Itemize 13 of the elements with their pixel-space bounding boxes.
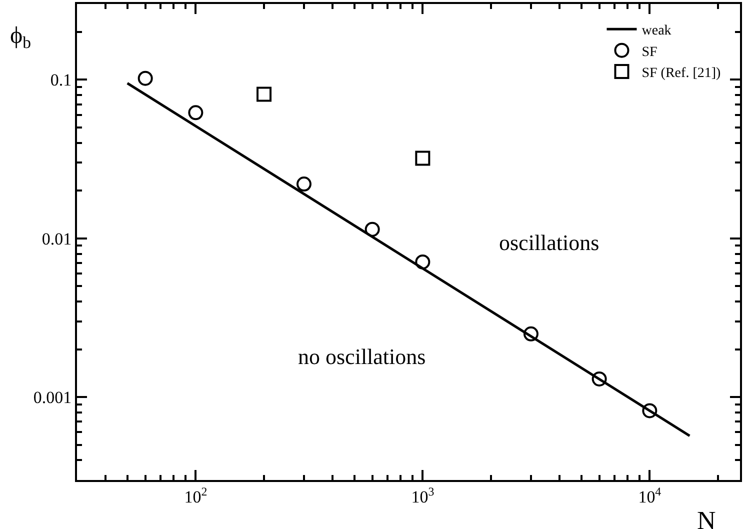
y-tick-label: 0.001	[33, 388, 72, 407]
x-tick-label: 10$^{3}$	[411, 484, 434, 506]
legend-label: SF	[642, 44, 658, 60]
y-axis-title: ϕ$_{b}$	[10, 23, 32, 52]
annotation: oscillations	[499, 230, 600, 255]
y-tick-label: 0.01	[42, 229, 72, 248]
y-tick-label: 0.1	[50, 70, 72, 90]
x-tick-label: 10$^{2}$	[184, 484, 208, 506]
x-tick-label: 10$^{4}$	[638, 484, 662, 506]
annotation: no oscillations	[298, 344, 426, 369]
x-axis-title: N	[697, 506, 716, 529]
legend-label: weak	[642, 24, 672, 39]
legend-label: SF (Ref. [21])	[642, 66, 722, 81]
